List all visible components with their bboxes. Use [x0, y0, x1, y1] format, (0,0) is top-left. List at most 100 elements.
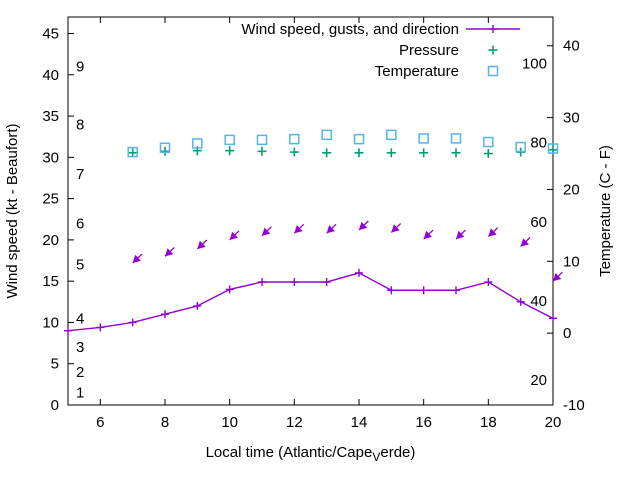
wind-direction-arrow	[390, 223, 402, 233]
wind-speed-point	[516, 297, 525, 306]
y2-tick-label: -10	[563, 397, 585, 414]
wind-direction-arrow	[164, 246, 175, 257]
wind-direction-arrow	[520, 237, 531, 247]
legend-label-0: Wind speed, gusts, and direction	[241, 21, 459, 38]
wind-direction-arrow	[261, 226, 272, 237]
pressure-point	[354, 148, 364, 158]
wind-speed-point	[549, 314, 557, 323]
temperature-point	[289, 133, 300, 145]
y-tick-label: 15	[42, 273, 59, 290]
wind-direction-arrow	[423, 229, 434, 240]
x-tick-label: 18	[480, 414, 497, 431]
wind-direction-arrow	[455, 229, 466, 240]
x-tick-label: 10	[221, 414, 238, 431]
legend-swatch-temperature	[487, 65, 499, 77]
y-tick-label: 30	[42, 149, 59, 166]
y-tick-label: 5	[51, 356, 59, 373]
wind-speed-point	[193, 301, 202, 310]
legend-label-1: Pressure	[399, 42, 459, 59]
wind-speed-point	[128, 318, 137, 327]
fahrenheit-label: 60	[530, 214, 547, 231]
y2-tick-label: 40	[563, 38, 580, 55]
beaufort-label: 8	[76, 116, 84, 133]
wind-speed-point	[419, 286, 428, 295]
y2-tick-label: 20	[563, 181, 580, 198]
temperature-point	[353, 133, 365, 145]
wind-speed-point	[452, 286, 460, 295]
wind-speed-point	[64, 326, 72, 335]
wind-speed-point	[290, 277, 299, 286]
wind-speed-point	[322, 277, 331, 286]
wind-speed-point	[387, 286, 396, 295]
temperature-point	[547, 143, 559, 154]
y2-tick-label: 0	[563, 325, 571, 342]
y-tick-label: 45	[42, 26, 59, 43]
wind-speed-line	[67, 272, 554, 332]
beaufort-label: 6	[76, 215, 84, 232]
plot-frame	[67, 16, 554, 406]
x-tick-label: 20	[545, 414, 562, 431]
beaufort-label: 5	[76, 257, 84, 274]
y-tick-label: 20	[42, 232, 59, 249]
wind-speed-point	[258, 277, 266, 286]
wind-direction-arrow	[487, 227, 499, 238]
fahrenheit-label: 100	[522, 56, 547, 73]
x-tick-label: 14	[351, 414, 368, 431]
fahrenheit-label: 40	[530, 293, 547, 310]
y-tick-label: 0	[51, 397, 59, 414]
pressure-point	[225, 146, 235, 156]
fahrenheit-label: 80	[530, 135, 547, 152]
wind-direction-arrow	[229, 230, 240, 241]
beaufort-label: 3	[76, 339, 84, 356]
pressure-point	[289, 147, 299, 157]
x-tick-label: 6	[96, 414, 104, 431]
beaufort-label: 7	[76, 166, 84, 183]
y-tick-label: 40	[42, 67, 59, 84]
wind-speed-point	[225, 285, 234, 294]
temperature-point	[515, 141, 526, 153]
temperature-point	[418, 133, 429, 144]
pressure-point	[386, 148, 396, 158]
y2-tick-label: 10	[563, 253, 580, 270]
temperature-point	[224, 134, 235, 146]
temperature-point	[192, 138, 203, 149]
x-tick-label: 16	[415, 414, 432, 431]
pressure-point	[160, 146, 170, 156]
temperature-point	[321, 129, 332, 141]
wind-direction-arrow	[293, 223, 305, 234]
y-tick-label: 35	[42, 108, 59, 125]
wind-direction-arrow	[358, 220, 369, 231]
pressure-point	[257, 146, 267, 156]
beaufort-label: 2	[76, 364, 84, 381]
wind-direction-arrow	[552, 271, 563, 282]
y2-axis-title: Temperature (C - F)	[597, 145, 614, 277]
pressure-point	[322, 148, 332, 158]
temperature-point	[483, 136, 494, 148]
temperature-point	[159, 142, 171, 154]
temperature-point	[450, 133, 462, 144]
wind-speed-point	[355, 268, 363, 277]
pressure-point	[451, 148, 461, 158]
x-axis-title: Local time (Atlantic/CapeVerde)	[206, 444, 416, 464]
x-tick-label: 8	[161, 414, 169, 431]
temperature-point	[386, 129, 397, 141]
y-tick-label: 25	[42, 191, 59, 208]
wind-direction-arrow	[132, 253, 143, 264]
wind-direction-arrow	[196, 239, 208, 250]
wind-speed-point	[484, 277, 493, 286]
wind-direction-arrow	[326, 223, 337, 234]
y2-tick-label: 30	[563, 110, 580, 127]
y-axis-title: Wind speed (kt - Beaufort)	[4, 123, 21, 298]
pressure-point	[419, 148, 429, 158]
wind-speed-point	[161, 310, 169, 319]
y-tick-label: 10	[42, 314, 59, 331]
temperature-point	[127, 146, 138, 158]
pressure-point	[128, 148, 138, 158]
temperature-point	[256, 134, 268, 146]
fahrenheit-label: 20	[530, 372, 547, 389]
beaufort-label: 9	[76, 59, 84, 76]
pressure-point	[483, 149, 493, 159]
beaufort-label: 4	[76, 310, 84, 327]
